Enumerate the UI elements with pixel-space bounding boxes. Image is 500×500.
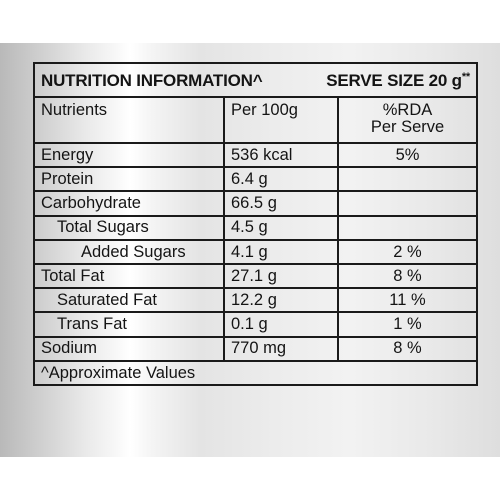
table-row: Total Fat 27.1 g 8 % (33, 262, 478, 290)
nutrient-per-100g: 0.1 g (223, 311, 339, 338)
nutrient-rda (337, 190, 478, 217)
table-title-cell: NUTRITION INFORMATION^ SERVE SIZE 20 g** (33, 62, 478, 98)
nutrient-per-100g: 6.4 g (223, 166, 339, 193)
table-row: Energy 536 kcal 5% (33, 141, 478, 169)
nutrition-table: NUTRITION INFORMATION^ SERVE SIZE 20 g**… (33, 62, 478, 386)
header-per-100g: Per 100g (223, 96, 339, 144)
column-header-row: Nutrients Per 100g %RDA Per Serve (33, 96, 478, 144)
nutrient-per-100g: 4.5 g (223, 214, 339, 241)
footnote: ^Approximate Values (33, 359, 478, 386)
nutrient-name: Energy (33, 141, 225, 169)
nutrient-rda (337, 214, 478, 241)
nutrient-name: Total Sugars (33, 214, 225, 241)
nutrient-rda: 2 % (337, 238, 478, 265)
footnote-row: ^Approximate Values (33, 359, 478, 386)
nutrient-per-100g: 27.1 g (223, 262, 339, 290)
serve-size-text: SERVE SIZE 20 g (326, 70, 462, 90)
nutrient-name: Protein (33, 166, 225, 193)
table-row: Added Sugars 4.1 g 2 % (33, 238, 478, 265)
nutrient-rda: 8 % (337, 262, 478, 290)
table-title: NUTRITION INFORMATION^ (41, 70, 263, 90)
table-row: Total Sugars 4.5 g (33, 214, 478, 241)
table-row: Sodium 770 mg 8 % (33, 335, 478, 362)
table-row: Trans Fat 0.1 g 1 % (33, 311, 478, 338)
nutrient-name: Total Fat (33, 262, 225, 290)
table-row: Saturated Fat 12.2 g 11 % (33, 287, 478, 314)
nutrient-per-100g: 66.5 g (223, 190, 339, 217)
nutrient-per-100g: 770 mg (223, 335, 339, 362)
nutrient-name: Carbohydrate (33, 190, 225, 217)
nutrient-rda: 1 % (337, 311, 478, 338)
nutrient-rda: 8 % (337, 335, 478, 362)
serve-size-mark: ** (461, 70, 470, 83)
nutrient-name: Added Sugars (33, 238, 225, 265)
nutrient-name: Saturated Fat (33, 287, 225, 314)
nutrient-rda (337, 166, 478, 193)
table-row: Protein 6.4 g (33, 166, 478, 193)
header-nutrients: Nutrients (33, 96, 225, 144)
header-rda-line1: %RDA (382, 101, 433, 119)
table-row: Carbohydrate 66.5 g (33, 190, 478, 217)
header-rda-line2: Per Serve (370, 118, 445, 136)
nutrient-rda: 11 % (337, 287, 478, 314)
nutrient-per-100g: 12.2 g (223, 287, 339, 314)
nutrient-name: Sodium (33, 335, 225, 362)
serve-size: SERVE SIZE 20 g** (326, 70, 470, 90)
nutrient-name: Trans Fat (33, 311, 225, 338)
nutrient-per-100g: 536 kcal (223, 141, 339, 169)
nutrient-rda: 5% (337, 141, 478, 169)
table-title-row: NUTRITION INFORMATION^ SERVE SIZE 20 g** (33, 62, 478, 98)
header-rda: %RDA Per Serve (337, 96, 478, 144)
nutrient-per-100g: 4.1 g (223, 238, 339, 265)
